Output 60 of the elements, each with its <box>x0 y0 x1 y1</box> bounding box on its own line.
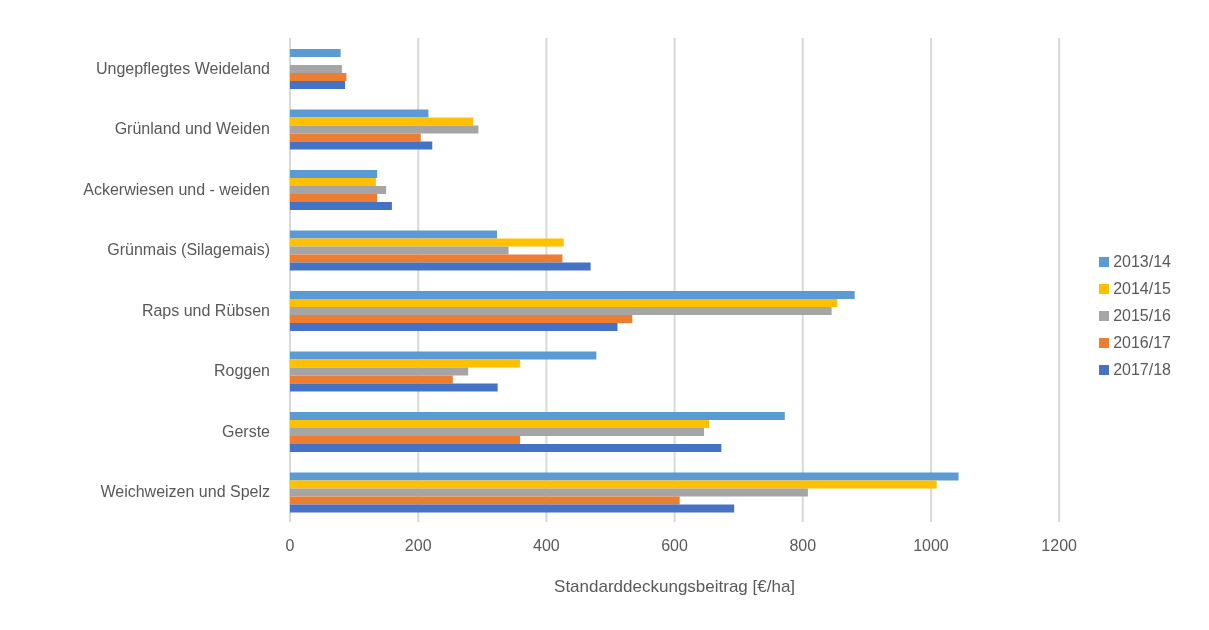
bar <box>290 443 722 452</box>
y-tick-label: Roggen <box>213 362 270 380</box>
legend-label: 2017/18 <box>1113 360 1171 378</box>
x-tick-label: 0 <box>285 537 295 555</box>
x-tick-label: 200 <box>404 537 432 555</box>
bar <box>290 496 680 505</box>
bar <box>290 351 597 360</box>
bar <box>290 480 937 489</box>
y-tick-label: Ackerwiesen und - weiden <box>83 180 270 198</box>
x-tick-label: 800 <box>789 537 817 555</box>
x-axis-title: Standarddeckungsbeitrag [€/ha] <box>554 577 796 596</box>
bar <box>290 48 341 57</box>
bar <box>290 472 959 481</box>
bar <box>290 230 498 239</box>
bar <box>290 359 521 368</box>
bar <box>290 504 735 513</box>
bar <box>290 72 347 81</box>
bar <box>290 411 785 420</box>
legend-label: 2013/14 <box>1113 252 1171 270</box>
y-tick-label: Weichweizen und Spelz <box>100 483 270 501</box>
y-tick-label: Ungepflegtes Weideland <box>95 59 270 77</box>
bar <box>290 117 474 126</box>
y-tick-label: Grünland und Weiden <box>114 120 270 138</box>
bar <box>290 314 633 323</box>
y-tick-label: Gerste <box>221 422 271 440</box>
bar <box>290 193 378 202</box>
bar <box>290 262 591 271</box>
bar <box>290 298 838 307</box>
bar <box>290 435 521 444</box>
bar <box>290 254 563 263</box>
x-tick-label: 600 <box>661 537 689 555</box>
x-tick-label: 400 <box>533 537 560 555</box>
y-tick-label: Raps und Rübsen <box>141 301 270 319</box>
bar <box>290 419 710 428</box>
bar <box>290 367 469 376</box>
bar <box>290 64 342 73</box>
bar <box>290 306 832 315</box>
bar <box>290 80 346 89</box>
y-tick-label: Grünmais (Silagemais) <box>107 241 270 259</box>
bar <box>290 125 479 134</box>
legend-label: 2016/17 <box>1113 333 1171 351</box>
bar <box>290 177 376 186</box>
legend-label: 2014/15 <box>1113 279 1171 297</box>
bar <box>290 169 378 178</box>
bar <box>290 141 433 150</box>
x-tick-label: 1200 <box>1041 537 1078 555</box>
bar <box>290 427 705 436</box>
bar <box>290 375 453 384</box>
bar <box>290 133 421 142</box>
bar <box>290 383 498 392</box>
legend-label: 2015/16 <box>1113 306 1171 324</box>
x-tick-label: 1000 <box>913 537 949 555</box>
bar <box>290 109 429 118</box>
bar <box>290 201 392 210</box>
bar <box>290 322 618 331</box>
bar <box>290 290 855 299</box>
bar <box>290 185 387 194</box>
bar <box>290 488 808 497</box>
bar <box>290 246 509 255</box>
bar <box>290 238 564 247</box>
